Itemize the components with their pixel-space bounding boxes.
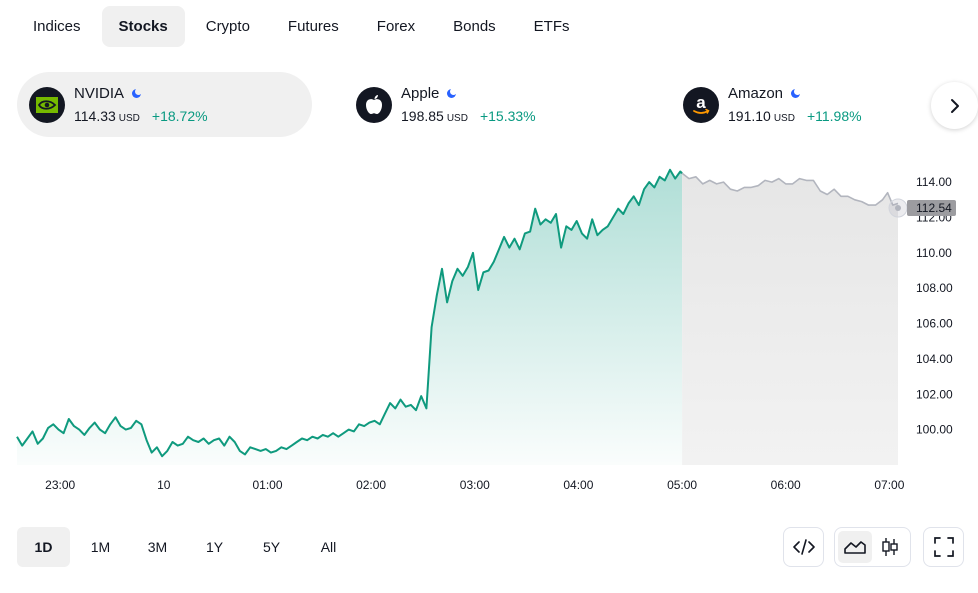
symbol-change: +18.72% (151, 108, 208, 124)
y-tick-label: 104.00 (916, 352, 953, 366)
symbol-currency: USD (118, 113, 140, 124)
symbol-name: Amazon (728, 85, 784, 102)
y-tick-label: 110.00 (916, 246, 952, 260)
moon-icon (791, 88, 802, 98)
moon-icon (132, 88, 143, 98)
tab-stocks[interactable]: Stocks (101, 6, 185, 47)
nvidia-logo-icon (29, 86, 65, 123)
code-icon (792, 539, 815, 555)
x-tick-label: 07:00 (874, 478, 904, 492)
y-tick-label: 102.00 (916, 387, 953, 401)
fullscreen-icon (933, 537, 954, 557)
symbol-price: 191.10 (728, 108, 771, 124)
y-tick-label: 108.00 (916, 281, 953, 295)
candlestick-icon (882, 538, 898, 556)
area-chart-button[interactable] (838, 531, 872, 563)
extended-session-area (682, 173, 898, 466)
x-tick-label: 23:00 (45, 478, 75, 492)
x-tick-label: 02:00 (356, 478, 386, 492)
price-chart[interactable]: 100.00 102.00 104.00 106.00 108.00 110.00 112.… (0, 160, 978, 510)
x-tick-label: 10 (157, 478, 171, 492)
symbol-price: 114.33 (74, 108, 116, 124)
last-price-dot (895, 205, 901, 211)
symbol-currency: USD (773, 113, 795, 124)
last-price-badge (907, 200, 956, 216)
svg-text:a: a (696, 93, 706, 112)
symbol-card-nvidia[interactable]: NVIDIA 114.33 USD +18.72% (17, 72, 312, 137)
range-1m-button[interactable]: 1M (90, 539, 111, 555)
y-tick-label: 106.00 (916, 317, 953, 331)
x-tick-label: 03:00 (460, 478, 490, 492)
chart-type-toggle (834, 527, 911, 567)
range-3m-button[interactable]: 3M (147, 539, 168, 555)
symbol-price: 198.85 (401, 108, 444, 124)
fullscreen-button[interactable] (923, 527, 964, 567)
x-tick-label: 05:00 (667, 478, 697, 492)
range-1y-button[interactable]: 1Y (205, 539, 224, 555)
price-line-extended (681, 172, 899, 206)
x-tick-label: 06:00 (771, 478, 801, 492)
amazon-logo-icon: a (683, 86, 719, 123)
symbol-change: +15.33% (479, 108, 536, 124)
symbol-change: +11.98% (806, 108, 862, 124)
tab-bonds[interactable]: Bonds (453, 18, 496, 35)
symbol-name: Apple (401, 85, 440, 102)
tab-forex[interactable]: Forex (376, 18, 416, 35)
price-line-regular (16, 168, 683, 458)
apple-logo-icon (356, 86, 392, 123)
tab-futures[interactable]: Futures (287, 18, 339, 35)
moon-icon (447, 88, 458, 98)
category-tabs: Indices Stocks Crypto Futures Forex Bond… (16, 6, 587, 47)
tab-etfs[interactable]: ETFs (533, 18, 570, 35)
y-tick-label: 114.00 (916, 175, 952, 189)
tab-indices[interactable]: Indices (33, 18, 81, 35)
area-chart-icon (843, 541, 866, 554)
range-selector: 1D 1M 3M 1Y 5Y All (17, 527, 355, 567)
symbol-currency: USD (446, 113, 468, 124)
range-5y-button[interactable]: 5Y (262, 539, 281, 555)
range-all-button[interactable]: All (320, 539, 337, 555)
embed-button[interactable] (783, 527, 824, 567)
x-tick-label: 04:00 (563, 478, 593, 492)
next-symbols-button[interactable] (931, 82, 978, 129)
candles-chart-button[interactable] (874, 531, 908, 563)
y-tick-label: 100.00 (916, 423, 953, 437)
last-price-label: 112.54 (916, 201, 952, 215)
symbol-cards: NVIDIA 114.33 USD +18.72% Apple 198.85 (17, 72, 978, 137)
tab-crypto[interactable]: Crypto (205, 18, 250, 35)
symbol-card-apple[interactable]: Apple 198.85 USD +15.33% (344, 72, 639, 137)
range-1d-button[interactable]: 1D (17, 527, 70, 567)
symbol-name: NVIDIA (74, 85, 125, 102)
symbol-card-amazon[interactable]: a Amazon 191.10 USD +11.98% (671, 72, 966, 137)
chevron-right-icon (950, 98, 959, 113)
x-tick-label: 01:00 (252, 478, 282, 492)
